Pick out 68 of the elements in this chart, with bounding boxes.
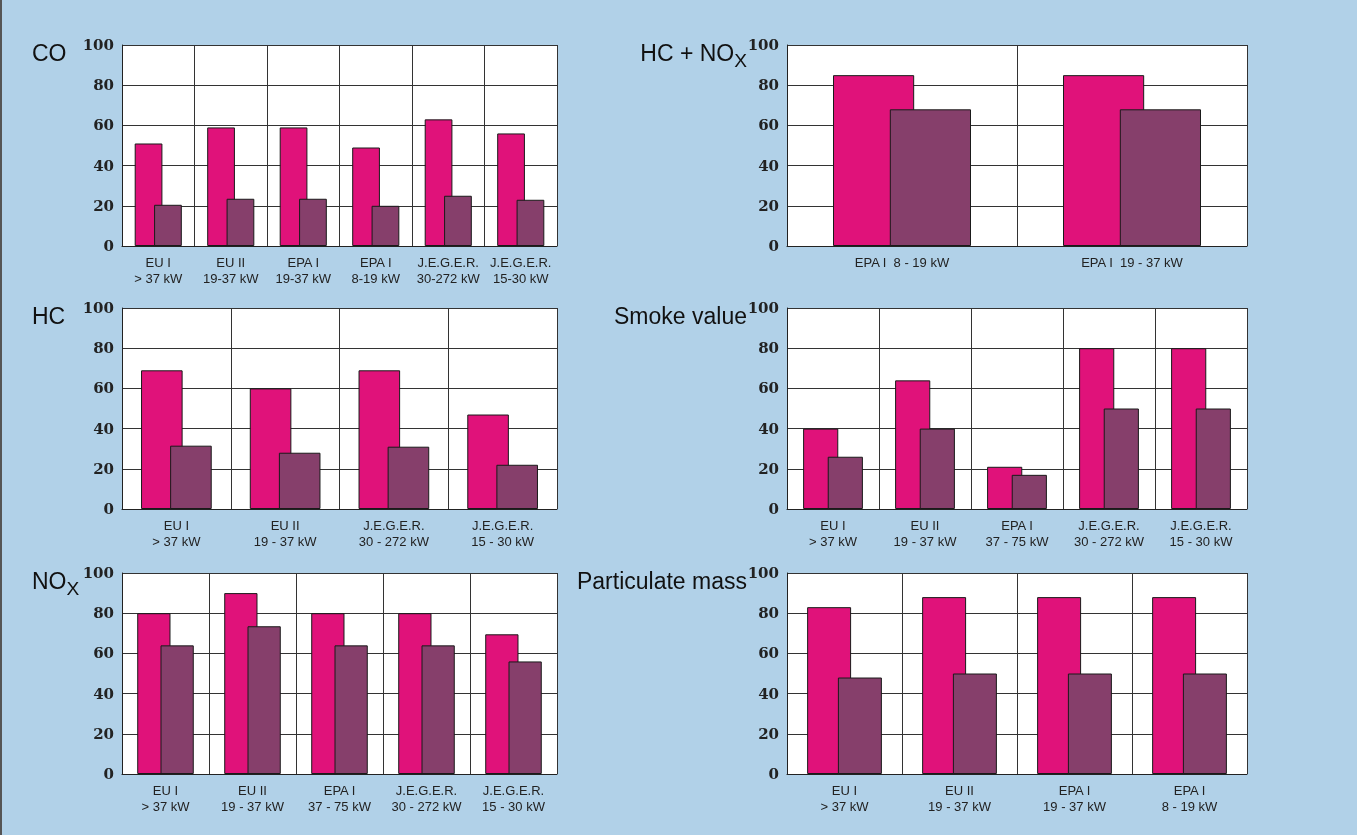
x-tick-label: EPA I 19 - 37 kW [1043,782,1107,814]
y-tick-label: 100 [82,36,114,54]
y-tick-label: 20 [93,724,114,743]
x-tick-label: EPA I 19-37 kW [275,254,332,286]
y-tick-label: 60 [758,379,779,398]
x-tick-label: EU II 19 - 37 kW [928,782,992,814]
x-tick-label: J.E.G.E.R. 15 - 30 kW [1169,517,1234,549]
y-tick-label: 60 [758,644,779,663]
x-tick-label: EU II 19 - 37 kW [253,517,318,549]
y-tick-label: 100 [747,564,779,582]
y-tick-label: 60 [758,116,779,135]
x-tick-label: EU I > 37 kW [820,782,870,814]
x-tick-label: EPA I 8-19 kW [351,254,401,286]
x-tick-label: EPA I 8 - 19 kW [1161,782,1219,814]
y-tick-label: 20 [93,196,114,215]
x-tick-label: J.E.G.E.R. 15 - 30 kW [471,517,535,549]
x-tick-label: EPA I 37 - 75 kW [308,782,372,814]
x-tick-label: J.E.G.E.R. 15 - 30 kW [482,782,546,814]
x-tick-label: J.E.G.E.R. 15-30 kW [490,254,552,286]
y-tick-label: 80 [93,76,114,95]
x-tick-label: EU I > 37 kW [134,254,183,286]
x-tick-label: EU I > 37 kW [152,517,202,549]
y-tick-label: 100 [747,299,779,317]
x-tick-label: EPA I 8 - 19 kW [854,254,950,270]
y-tick-label: 0 [768,765,779,783]
y-tick-label: 80 [758,604,779,623]
y-tick-label: 40 [93,419,114,438]
chart-title: CO [32,40,67,67]
y-tick-label: 20 [758,724,779,743]
y-tick-label: 40 [93,156,114,175]
y-tick-label: 20 [758,196,779,215]
x-tick-label: J.E.G.E.R. 30 - 272 kW [1073,517,1145,549]
y-tick-label: 80 [93,339,114,358]
y-tick-label: 100 [747,36,779,54]
x-tick-label: EU II 19-37 kW [202,254,260,286]
x-tick-label: J.E.G.E.R. 30 - 272 kW [391,782,463,814]
y-tick-label: 0 [768,237,779,255]
chart-title: Particulate mass [576,568,747,595]
y-tick-label: 40 [93,684,114,703]
chart-title: NO$_{X}$ [32,568,80,600]
y-tick-label: 60 [93,116,114,135]
y-tick-label: 20 [93,459,114,478]
x-tick-label: J.E.G.E.R. 30-272 kW [416,254,481,286]
y-tick-label: 60 [93,644,114,663]
x-tick-label: EU II 19 - 37 kW [221,782,285,814]
y-tick-label: 20 [758,459,779,478]
x-tick-label: J.E.G.E.R. 30 - 272 kW [358,517,430,549]
y-tick-label: 60 [93,379,114,398]
x-tick-label: EPA I 37 - 75 kW [985,517,1050,549]
y-tick-label: 100 [82,564,114,582]
y-tick-label: 80 [758,339,779,358]
chart-title: HC [32,303,66,330]
y-tick-label: 100 [82,299,114,317]
y-tick-label: 40 [758,156,779,175]
x-tick-label: EU I > 37 kW [808,517,858,549]
y-tick-label: 80 [758,76,779,95]
y-tick-label: 40 [758,419,779,438]
x-tick-label: EU II 19 - 37 kW [893,517,958,549]
chart-title: HC + NO$_{X}$ [640,40,747,72]
y-tick-label: 0 [768,500,779,518]
chart-title: Smoke value [614,303,747,330]
y-tick-label: 80 [93,604,114,623]
x-tick-label: EU I > 37 kW [141,782,191,814]
y-tick-label: 40 [758,684,779,703]
y-tick-label: 0 [103,765,114,783]
x-tick-label: EPA I 19 - 37 kW [1081,254,1184,270]
y-tick-label: 0 [103,500,114,518]
y-tick-label: 0 [103,237,114,255]
